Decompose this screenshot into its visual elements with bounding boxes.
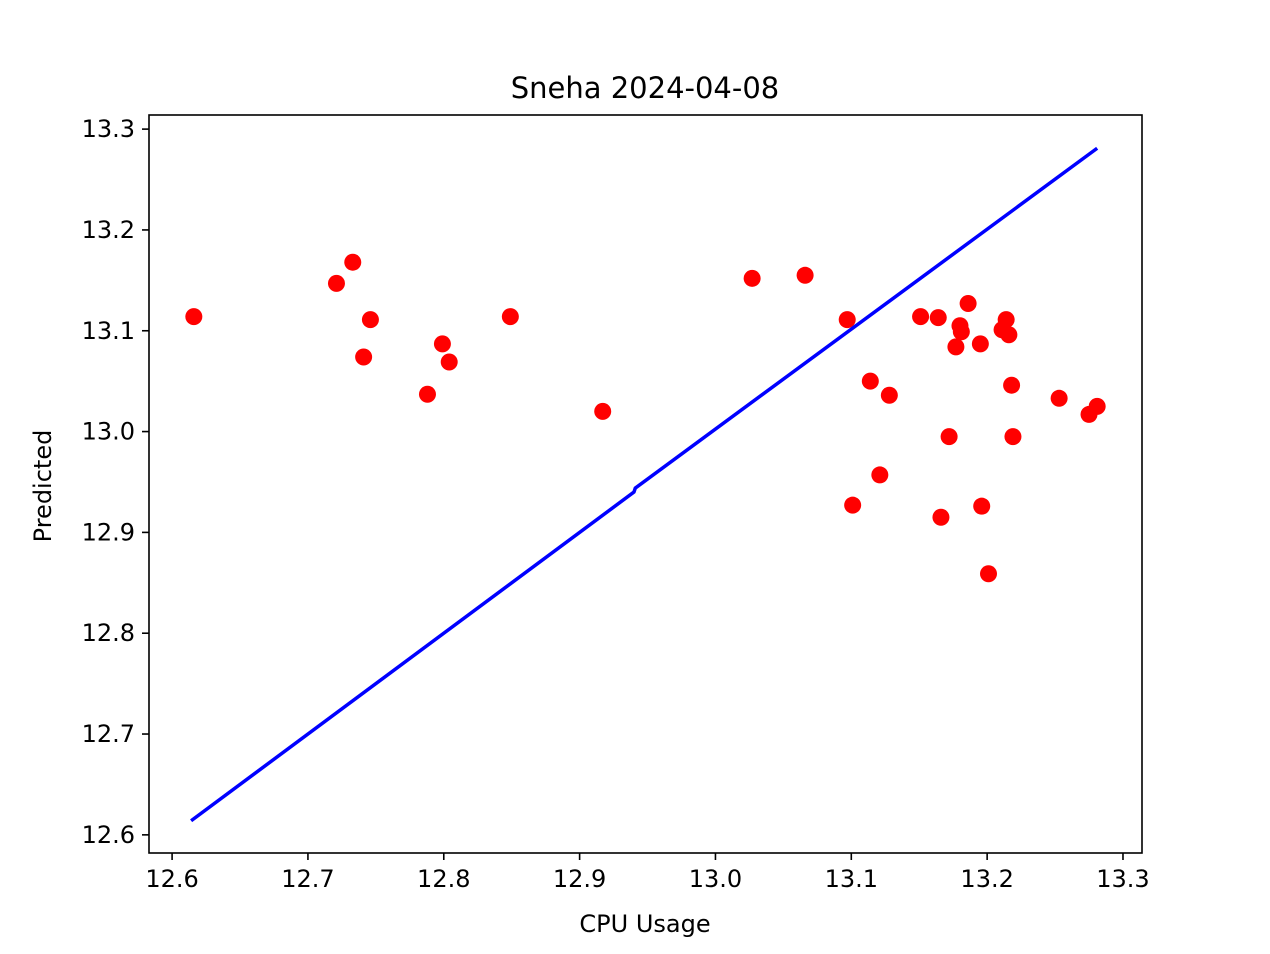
scatter-point xyxy=(973,497,991,515)
y-tick-label: 13.2 xyxy=(82,216,135,244)
scatter-point xyxy=(327,274,345,292)
x-tick-label: 12.6 xyxy=(145,865,198,893)
x-tick-label: 12.8 xyxy=(417,865,470,893)
scatter-point xyxy=(433,335,451,353)
chart-title: Sneha 2024-04-08 xyxy=(511,71,780,105)
scatter-point xyxy=(952,323,970,341)
scatter-point xyxy=(971,335,989,353)
y-tick-label: 12.9 xyxy=(82,518,135,546)
scatter-point xyxy=(997,311,1015,329)
x-tick-label: 12.7 xyxy=(281,865,334,893)
x-tick-label: 13.3 xyxy=(1096,865,1149,893)
scatter-point xyxy=(418,385,436,403)
scatter-point xyxy=(932,508,950,526)
scatter-point xyxy=(947,338,965,356)
scatter-point xyxy=(344,253,362,271)
scatter-point xyxy=(440,353,458,371)
y-tick-label: 12.6 xyxy=(82,821,135,849)
scatter-point xyxy=(796,266,814,284)
x-tick-label: 13.2 xyxy=(960,865,1013,893)
x-tick-label: 12.9 xyxy=(553,865,606,893)
scatter-point xyxy=(594,402,612,420)
y-tick-label: 13.3 xyxy=(82,115,135,143)
scatter-point xyxy=(912,308,930,326)
scatter-point xyxy=(743,269,761,287)
scatter-point xyxy=(861,372,879,390)
y-axis-label: Predicted xyxy=(29,430,57,543)
x-axis: 12.6 12.7 12.8 12.9 13.0 13.1 13.2 13.3 xyxy=(145,853,1150,893)
y-tick-label: 13.1 xyxy=(82,317,135,345)
scatter-point xyxy=(501,308,519,326)
scatter-point xyxy=(361,311,379,329)
x-axis-label: CPU Usage xyxy=(579,910,710,938)
scatter-point xyxy=(838,311,856,329)
reference-line xyxy=(190,146,1099,823)
scatter-point xyxy=(1000,326,1018,344)
x-tick-label: 13.0 xyxy=(689,865,742,893)
x-tick-label: 13.1 xyxy=(825,865,878,893)
scatter-point xyxy=(1003,376,1021,394)
scatter-point xyxy=(871,466,889,484)
scatter-point xyxy=(185,308,203,326)
scatter-point xyxy=(980,565,997,583)
scatter-point xyxy=(1088,397,1106,415)
scatter-point xyxy=(355,348,373,366)
plot-frame xyxy=(148,114,1143,854)
y-axis: 12.6 12.7 12.8 12.9 13.0 13.1 13.2 13.3 xyxy=(82,115,149,849)
y-tick-label: 13.0 xyxy=(82,418,135,446)
scatter-point xyxy=(959,295,977,313)
y-tick-label: 12.7 xyxy=(82,720,135,748)
y-tick-label: 12.8 xyxy=(82,619,135,647)
scatter-point xyxy=(1004,428,1022,446)
scatter-point xyxy=(844,496,862,514)
scatter-point xyxy=(929,309,947,327)
scatter-point xyxy=(880,386,898,404)
scatter-point xyxy=(1050,389,1068,407)
scatter-point xyxy=(940,428,958,446)
plot-area xyxy=(185,146,1106,823)
